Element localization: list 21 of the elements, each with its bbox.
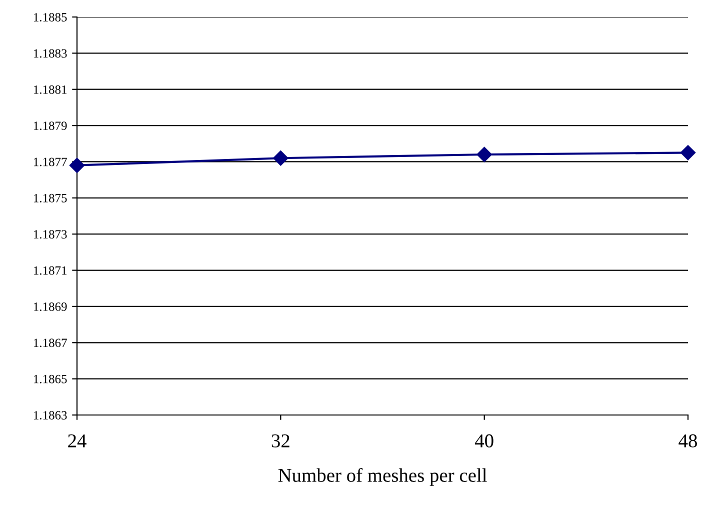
point xyxy=(680,145,696,160)
y-tick-label: 1.1877 xyxy=(34,158,67,166)
x-tick-label: 40 xyxy=(474,434,494,448)
y-tick-label: 1.1873 xyxy=(34,230,67,239)
x-axis-title: Number of meshes per cell xyxy=(278,468,487,486)
point xyxy=(69,158,85,173)
y-tick-label: 1.1865 xyxy=(34,374,67,384)
x-tick-label: 48 xyxy=(678,434,697,448)
y-tick-label: 1.1869 xyxy=(34,302,67,311)
y-tick-label: 1.1875 xyxy=(34,194,67,202)
y-tick-label: 1.1881 xyxy=(34,85,67,94)
x-tick-label: 24 xyxy=(68,434,86,448)
point xyxy=(273,150,288,166)
y-tick-label: 1.1871 xyxy=(34,266,67,275)
point xyxy=(476,146,492,162)
x-tick-label: 32 xyxy=(272,434,290,448)
y-tick-label: 1.1867 xyxy=(34,338,67,348)
y-tick-label: 1.1885 xyxy=(34,13,67,22)
y-tick-label: 1.1883 xyxy=(34,49,67,58)
y-tick-label: 1.1863 xyxy=(34,411,67,420)
y-tick-label: 1.1879 xyxy=(34,122,67,130)
